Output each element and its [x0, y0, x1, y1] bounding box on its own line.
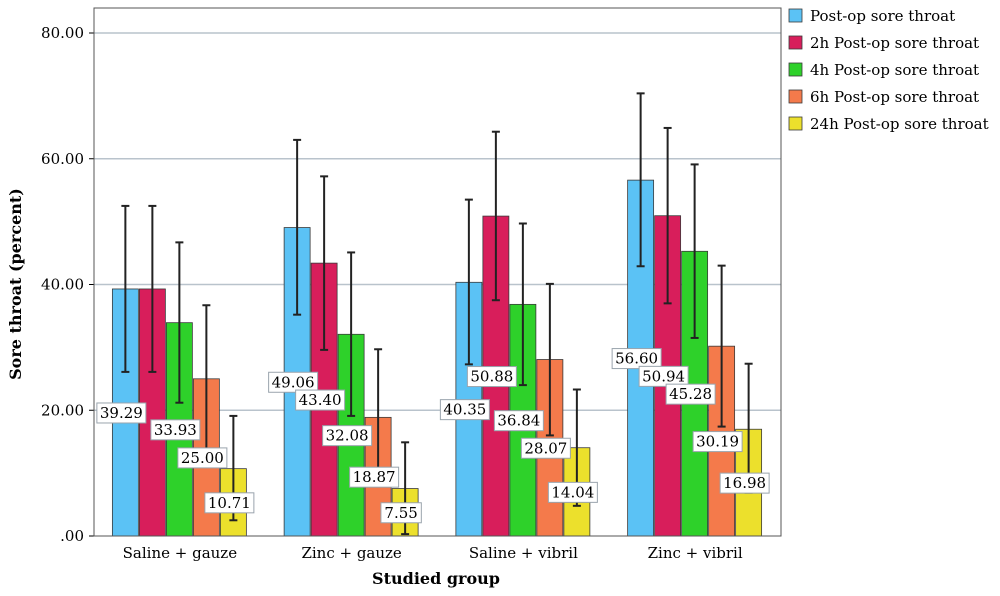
data-label-box [719, 472, 770, 494]
legend-swatch [788, 62, 803, 77]
legend-swatch [788, 89, 803, 104]
data-label: 14.04 [551, 483, 594, 501]
data-label-box [466, 366, 517, 388]
data-label-box [611, 348, 662, 370]
data-label: 32.08 [326, 427, 369, 445]
data-label: 30.19 [696, 433, 739, 451]
x-tick-label: Saline + gauze [123, 544, 238, 562]
data-label: 39.29 [100, 404, 143, 422]
data-label-box [295, 389, 346, 411]
data-label-box [665, 383, 716, 405]
legend-swatch [788, 116, 803, 131]
legend-swatch [788, 35, 803, 50]
data-label-box [692, 431, 743, 453]
data-label: 16.98 [723, 474, 766, 492]
data-label: 50.94 [642, 367, 685, 385]
data-label-box [322, 425, 373, 447]
y-tick-label: 20.00 [41, 401, 84, 419]
data-label-box [380, 502, 422, 524]
legend-swatch [788, 8, 803, 23]
y-tick-label: .00 [60, 527, 84, 545]
data-label: 49.06 [272, 373, 315, 391]
data-label: 18.87 [353, 468, 396, 486]
legend-label: 4h Post-op sore throat [810, 61, 979, 79]
data-label-box [150, 419, 201, 441]
data-label: 50.88 [470, 368, 513, 386]
legend: Post-op sore throat 2h Post-op sore throa… [788, 7, 989, 133]
plot-frame [93, 7, 782, 537]
y-tick-label: 60.00 [41, 150, 84, 168]
data-label-box [268, 371, 319, 393]
data-label: 43.40 [299, 391, 342, 409]
x-tick-label: Zinc + vibril [648, 544, 743, 562]
axes: .00 20.00 40.00 60.00 80.00 Saline + gauze Zin… [41, 7, 782, 562]
legend-label: Post-op sore throat [810, 7, 955, 25]
y-tick-label: 40.00 [41, 276, 84, 294]
data-label-box [439, 399, 490, 421]
data-label: 40.35 [443, 401, 486, 419]
data-label-box [547, 481, 598, 503]
legend-label: 6h Post-op sore throat [810, 88, 979, 106]
data-label: 36.84 [497, 412, 540, 430]
data-label: 25.00 [181, 449, 224, 467]
bars-layer [111, 179, 763, 537]
data-label-box [493, 410, 544, 432]
x-axis-title: Studied group [372, 569, 500, 588]
data-label: 56.60 [615, 350, 658, 368]
data-label-box [349, 466, 400, 488]
data-label-box [177, 447, 228, 469]
data-label: 45.28 [669, 385, 712, 403]
data-label-box [520, 437, 571, 459]
error-bars-layer [121, 92, 753, 536]
legend-label: 2h Post-op sore throat [810, 34, 979, 52]
data-label: 28.07 [524, 439, 567, 457]
y-tick-label: 80.00 [41, 24, 84, 42]
data-label: 33.93 [154, 421, 197, 439]
y-axis-title: Sore throat (percent) [6, 188, 25, 380]
legend-label: 24h Post-op sore throat [810, 115, 989, 133]
data-label-box [204, 492, 255, 514]
data-label: 10.71 [208, 494, 251, 512]
data-label-box [638, 365, 689, 387]
data-label: 7.55 [384, 504, 417, 522]
x-tick-label: Saline + vibril [469, 544, 578, 562]
x-tick-label: Zinc + gauze [301, 544, 401, 562]
data-label-box [96, 402, 147, 424]
